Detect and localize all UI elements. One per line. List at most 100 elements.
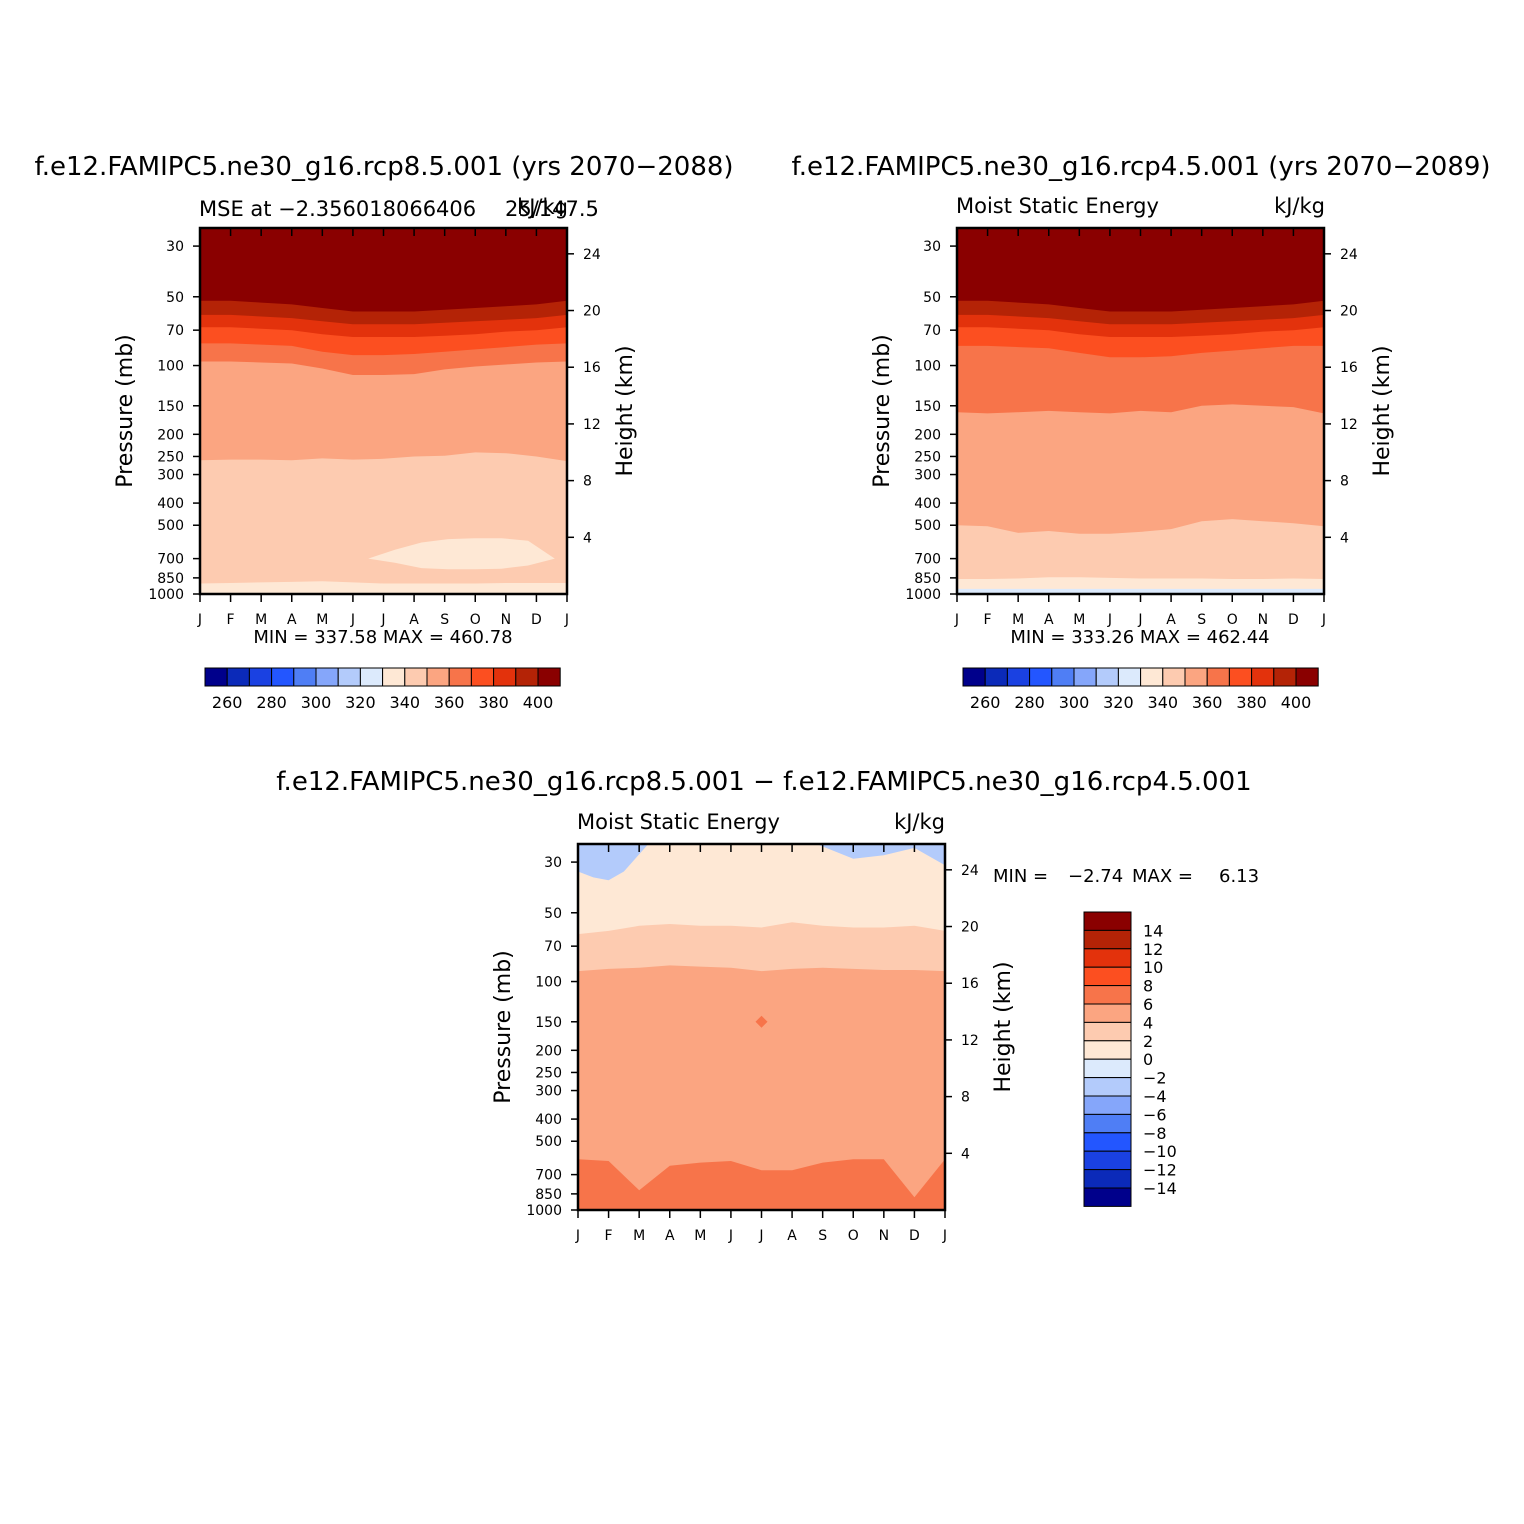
height-tick-label: 20: [961, 920, 979, 936]
height-tick-label: 8: [583, 474, 592, 490]
height-tick-label: 20: [1340, 304, 1358, 320]
height-tick-label: 12: [961, 1033, 979, 1049]
colorbar-box: [1273, 667, 1297, 687]
pressure-tick-label: 30: [544, 855, 562, 871]
month-tick-label: J: [564, 612, 569, 628]
contour-negative-patch: [816, 844, 945, 866]
pressure-tick-label: 50: [544, 906, 562, 922]
pressure-tick-label: 850: [914, 571, 941, 587]
colorbar-label: −2: [1143, 1069, 1167, 1088]
colorbar-box: [448, 667, 472, 687]
colorbar-label: 300: [1059, 693, 1090, 712]
pressure-tick-label: 1000: [526, 1203, 562, 1219]
pressure-tick-label: 100: [914, 359, 941, 375]
panel1-minmax: MIN = 337.58 MAX = 460.78: [253, 627, 512, 648]
colorbar-label: 12: [1143, 940, 1163, 959]
colorbar-box: [962, 667, 986, 687]
height-tick-label: 16: [961, 976, 979, 992]
colorbar-label: 2: [1143, 1032, 1153, 1051]
colorbar-box: [493, 667, 517, 687]
pressure-tick-label: 1000: [905, 587, 941, 603]
colorbar-label: 340: [1148, 693, 1179, 712]
pressure-tick-label: 70: [923, 323, 941, 339]
colorbar-box: [404, 667, 428, 687]
pressure-tick-label: 150: [157, 399, 184, 415]
month-tick-label: N: [501, 612, 511, 628]
colorbar-box: [984, 667, 1008, 687]
height-tick-label: 24: [583, 247, 601, 263]
colorbar-box: [315, 667, 339, 687]
colorbar-label: −4: [1143, 1087, 1167, 1106]
colorbar-box: [1228, 667, 1253, 687]
pressure-tick-label: 500: [535, 1134, 562, 1150]
month-tick-label: J: [197, 612, 202, 628]
month-tick-label: O: [1227, 612, 1238, 628]
colorbar-box: [1083, 1021, 1132, 1042]
colorbar-box: [382, 667, 406, 687]
panel3-max-label: MAX =: [1132, 866, 1193, 887]
panel3-title: f.e12.FAMIPC5.ne30_g16.rcp8.5.001 − f.e1…: [276, 767, 1251, 797]
colorbar-label: 0: [1143, 1050, 1153, 1069]
month-tick-label: A: [287, 612, 297, 628]
pressure-tick-label: 400: [157, 496, 184, 512]
panel1-ylabel: Pressure (mb): [113, 334, 138, 488]
colorbar-box: [1006, 667, 1031, 687]
month-tick-label: S: [1197, 612, 1206, 628]
colorbar-box: [1083, 1169, 1132, 1189]
month-tick-label: M: [694, 1228, 706, 1244]
colorbar-box: [1083, 911, 1132, 931]
month-tick-label: J: [1137, 612, 1142, 628]
contour-band: [957, 588, 1324, 594]
colorbar-box: [1184, 667, 1208, 687]
month-tick-label: F: [605, 1228, 613, 1244]
height-tick-label: 16: [1340, 360, 1358, 376]
height-tick-label: 8: [961, 1090, 970, 1106]
contour-patch: [368, 538, 555, 570]
panel3-ylabel: Pressure (mb): [491, 950, 516, 1104]
month-tick-label: A: [409, 612, 419, 628]
pressure-tick-label: 200: [535, 1043, 562, 1059]
panel3-y2label: Height (km): [991, 961, 1016, 1092]
colorbar-box: [470, 667, 495, 687]
month-tick-label: J: [728, 1228, 733, 1244]
panel2-colorbar: 260 280 300 320 340 360 380 400: [962, 667, 1319, 712]
month-tick-label: J: [954, 612, 959, 628]
panel2-units: kJ/kg: [1274, 194, 1325, 218]
pressure-tick-label: 50: [923, 290, 941, 306]
month-tick-label: D: [909, 1228, 920, 1244]
month-tick-label: J: [758, 1228, 763, 1244]
colorbar-box: [1073, 667, 1097, 687]
month-tick-label: J: [575, 1228, 580, 1244]
month-tick-label: N: [879, 1228, 889, 1244]
colorbar-label: 360: [1192, 693, 1223, 712]
month-tick-label: S: [440, 612, 449, 628]
pressure-tick-label: 30: [166, 239, 184, 255]
colorbar-box: [426, 667, 450, 687]
panel1-subtitle: MSE at −2.356018066406: [199, 197, 476, 221]
month-tick-label: N: [1258, 612, 1268, 628]
panel3-subtitle: Moist Static Energy: [577, 810, 780, 834]
colorbar-box: [1206, 667, 1230, 687]
panel1-y2label: Height (km): [613, 345, 638, 476]
height-tick-label: 4: [1340, 530, 1349, 546]
colorbar-label: 320: [1103, 693, 1134, 712]
colorbar-box: [1083, 1040, 1132, 1060]
month-tick-label: F: [984, 612, 992, 628]
colorbar-label: 400: [1281, 693, 1312, 712]
panel2-title: f.e12.FAMIPC5.ne30_g16.rcp4.5.001 (yrs 2…: [791, 152, 1490, 182]
colorbar-label: −8: [1143, 1124, 1167, 1143]
colorbar-box: [204, 667, 228, 687]
pressure-tick-label: 250: [157, 449, 184, 465]
colorbar-box: [515, 667, 539, 687]
month-tick-label: M: [1073, 612, 1085, 628]
colorbar-box: [1051, 667, 1075, 687]
panel3-max-value: 6.13: [1219, 866, 1259, 887]
month-tick-label: J: [1107, 612, 1112, 628]
colorbar-box: [293, 667, 317, 687]
colorbar-box: [226, 667, 250, 687]
height-tick-label: 4: [961, 1146, 970, 1162]
contour-band: [200, 581, 567, 594]
pressure-tick-label: 200: [914, 427, 941, 443]
colorbar-label: −14: [1143, 1179, 1177, 1198]
